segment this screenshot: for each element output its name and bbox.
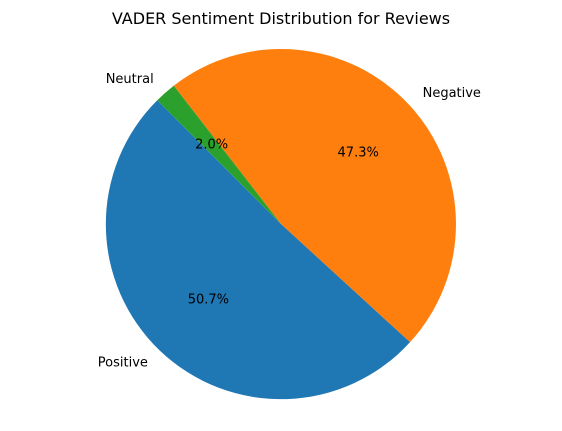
pct-label-negative: 47.3% [338, 145, 379, 160]
slice-label-positive: Positive [98, 356, 148, 371]
slice-label-negative: Negative [423, 86, 481, 101]
pct-label-neutral: 2.0% [195, 138, 228, 153]
pie-slice-positive [105, 100, 411, 400]
slice-label-neutral: Neutral [106, 72, 154, 87]
pct-label-positive: 50.7% [188, 292, 229, 307]
pie-slice-negative [173, 49, 456, 343]
pie-labels: Positive 50.7% Negative 47.3% Neutral 2.0% [98, 72, 481, 371]
chart-title: VADER Sentiment Distribution for Reviews [112, 9, 450, 28]
pie-slices [105, 49, 456, 400]
pie-slice-neutral [157, 85, 281, 224]
